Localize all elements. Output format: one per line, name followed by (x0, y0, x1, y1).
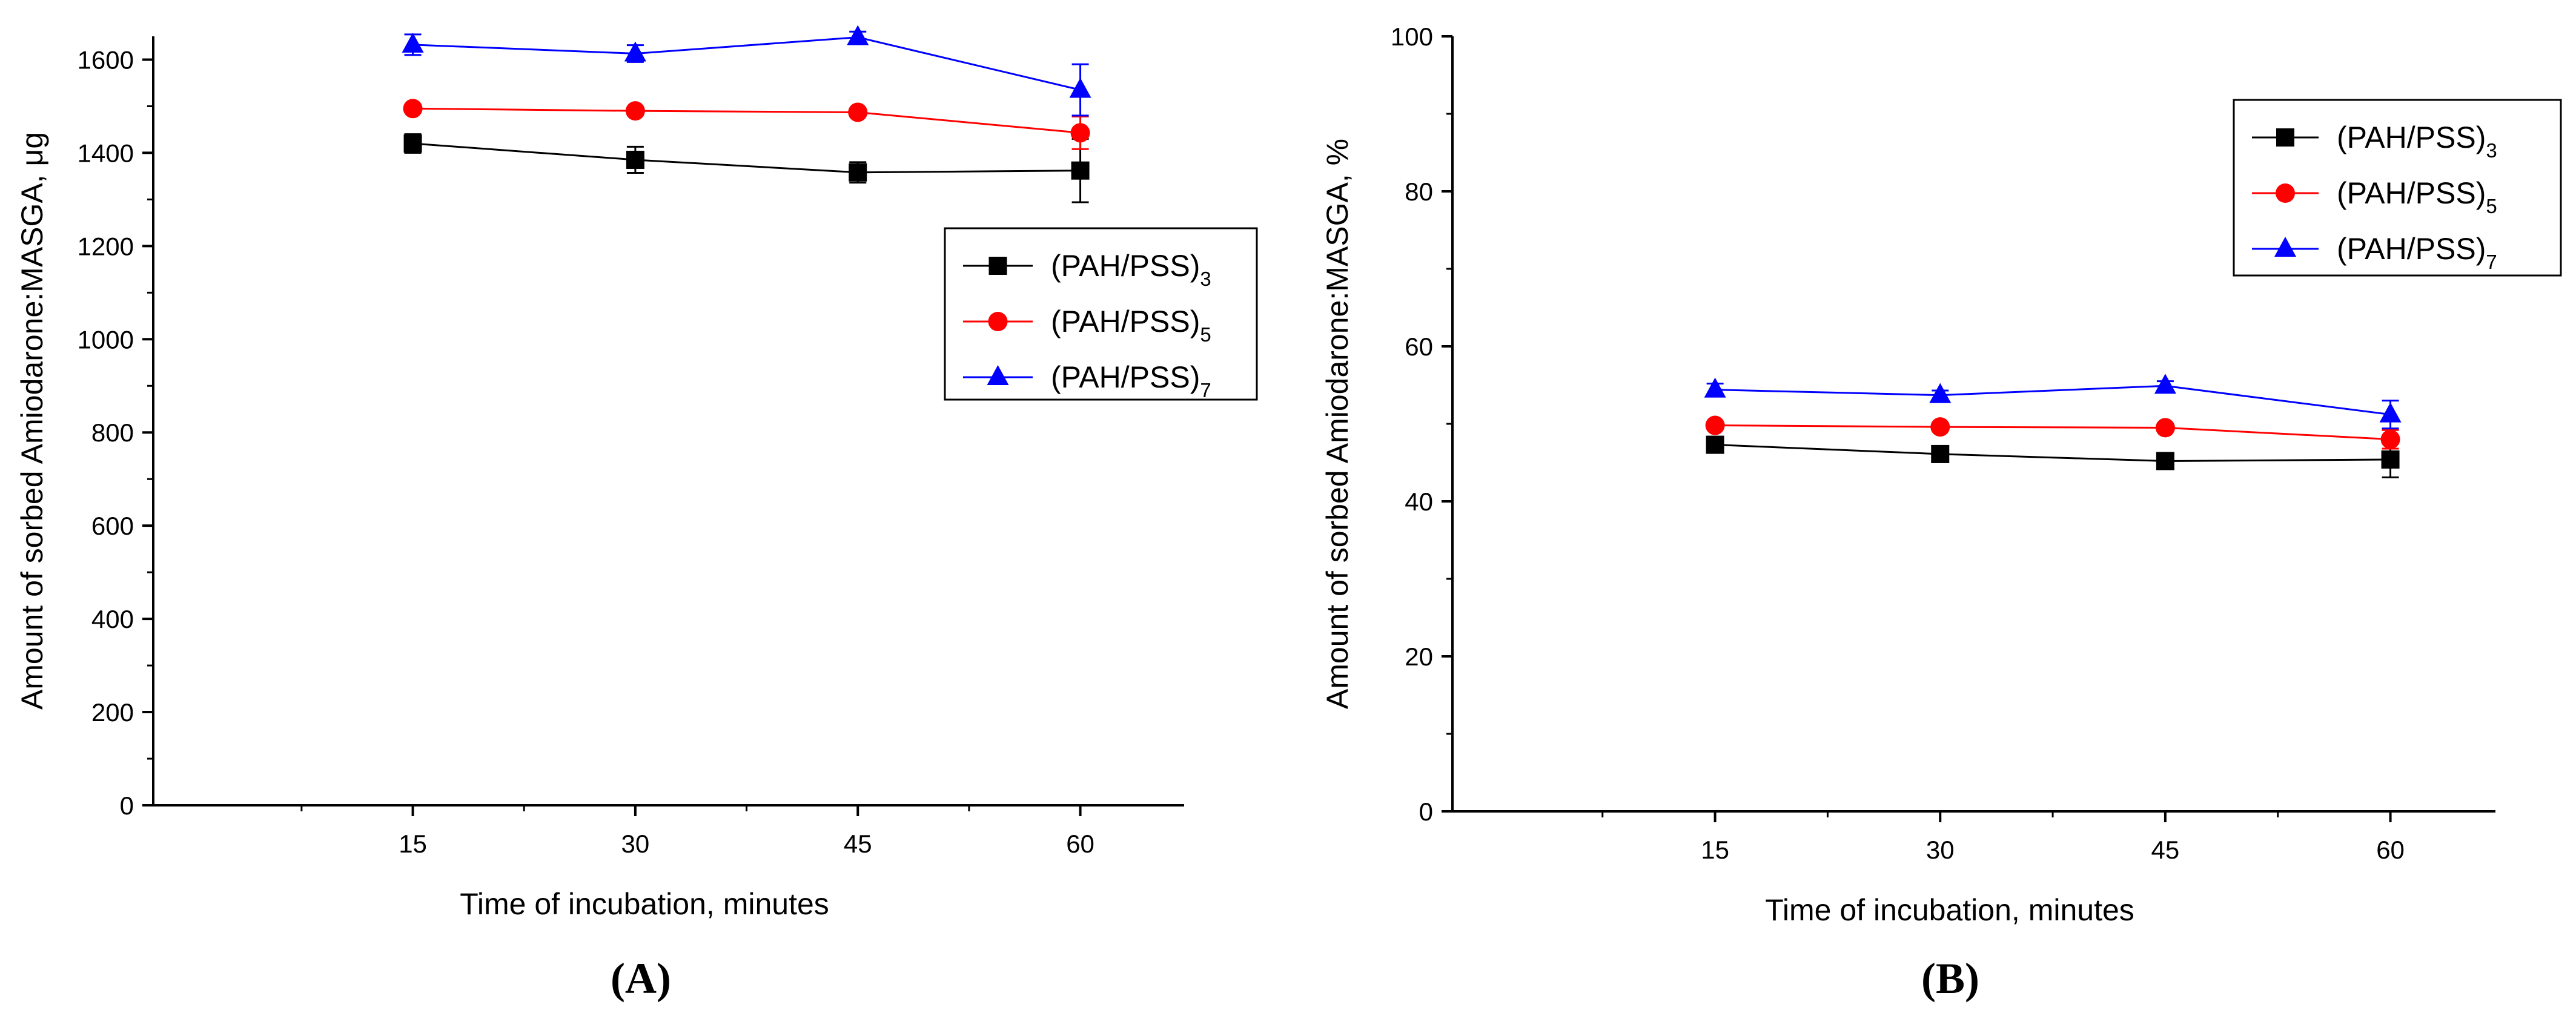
series-(PAH/PSS)3 (1706, 435, 2400, 478)
x-tick-label: 45 (844, 830, 872, 858)
panel-label: (A) (611, 954, 671, 1003)
legend-subscript: 3 (1200, 268, 1211, 290)
y-tick-label: 1200 (78, 232, 134, 260)
x-tick-label: 30 (621, 830, 650, 858)
series-(PAH/PSS)5 (1705, 415, 2400, 450)
y-tick-label: 1400 (78, 139, 134, 167)
series-line (412, 36, 1081, 91)
legend-marker (2276, 128, 2294, 147)
data-point (2379, 402, 2402, 423)
x-tick-label: 15 (399, 830, 427, 858)
x-axis-label: Time of incubation, minutes (460, 887, 829, 921)
y-tick-label: 100 (1391, 22, 1433, 51)
legend-subscript: 7 (2486, 251, 2497, 273)
y-axis-label: Amount of sorbed Amiodarone:MASGA, μg (15, 132, 49, 710)
axes: 0 200 400 600 800 1000 1200 1400 1600 15 30 45 60 (78, 36, 1184, 858)
series-(PAH/PSS)5 (403, 99, 1090, 150)
chart-panel-b: 0 20 40 60 80 100 15 30 45 60 Time of incubation, … (1320, 22, 2562, 1003)
data-point (624, 41, 646, 62)
axes: 0 20 40 60 80 100 15 30 45 60 (1391, 22, 2495, 864)
legend-subscript: 3 (2486, 139, 2497, 162)
y-tick-label: 200 (91, 698, 134, 727)
series-(PAH/PSS)7 (402, 25, 1091, 117)
legend-subscript: 5 (1200, 323, 1211, 346)
legend-subscript: 5 (2486, 195, 2497, 217)
y-axis-label: Amount of sorbed Amiodarone:MASGA, % (1320, 139, 1354, 709)
data-point (847, 25, 869, 45)
data-point (1070, 123, 1090, 143)
x-tick-label: 30 (1926, 836, 1955, 864)
series-line (412, 107, 1081, 134)
data-point (2154, 374, 2176, 394)
series-(PAH/PSS)3 (403, 133, 1090, 203)
data-point (1930, 417, 1950, 437)
x-tick-label: 60 (2376, 836, 2405, 864)
y-tick-label: 40 (1405, 487, 1433, 516)
y-tick-label: 1600 (78, 45, 134, 74)
data-point (626, 150, 644, 169)
x-axis-label: Time of incubation, minutes (1765, 893, 2134, 927)
data-point (2381, 450, 2400, 469)
series-line (412, 142, 1081, 174)
series-(PAH/PSS)7 (1704, 374, 2402, 430)
series-line (1715, 444, 2391, 462)
data-point (848, 102, 868, 122)
data-point (1929, 383, 1952, 403)
legend: (PAH/PSS)3(PAH/PSS)5(PAH/PSS)7 (2233, 99, 2562, 277)
data-point (1931, 444, 1950, 463)
y-tick-label: 0 (1419, 797, 1433, 826)
legend-marker (988, 312, 1008, 331)
panel-label: (B) (1921, 954, 1979, 1003)
legend-subscript: 7 (1200, 379, 1211, 401)
data-point (849, 163, 867, 182)
legend-marker (2274, 237, 2296, 257)
data-point (1071, 161, 1090, 180)
data-point (1704, 377, 1726, 398)
y-tick-label: 0 (120, 791, 134, 820)
data-point (2156, 452, 2174, 470)
legend-marker (988, 257, 1007, 275)
y-tick-label: 600 (91, 512, 134, 540)
data-point (2380, 429, 2400, 449)
y-tick-label: 400 (91, 605, 134, 633)
data-point (402, 32, 424, 53)
data-point (403, 99, 423, 119)
x-tick-label: 60 (1066, 830, 1094, 858)
y-tick-label: 20 (1405, 642, 1433, 671)
series-line (1715, 384, 2391, 416)
x-tick-label: 45 (2151, 836, 2180, 864)
legend-marker (987, 365, 1009, 385)
data-point (1069, 78, 1091, 98)
data-point (1705, 415, 1725, 435)
legend-marker (2276, 183, 2295, 203)
y-tick-label: 60 (1405, 332, 1433, 361)
series-line (1715, 424, 2391, 441)
legend: (PAH/PSS)3(PAH/PSS)5(PAH/PSS)7 (944, 227, 1258, 401)
y-tick-label: 80 (1405, 177, 1433, 206)
data-point (403, 134, 422, 153)
y-tick-label: 1000 (78, 325, 134, 354)
chart-panel-a: 0 200 400 600 800 1000 1200 1400 1600 15 30 45 60 Tim… (15, 25, 1258, 1003)
x-tick-label: 15 (1701, 836, 1729, 864)
data-point (2155, 418, 2175, 438)
data-point (1706, 435, 1724, 454)
y-tick-label: 800 (91, 418, 134, 447)
data-point (625, 101, 645, 121)
